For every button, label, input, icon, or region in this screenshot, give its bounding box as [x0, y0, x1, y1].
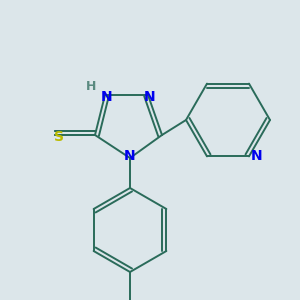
Text: N: N: [124, 149, 136, 163]
Text: H: H: [86, 80, 96, 94]
Text: N: N: [144, 90, 156, 104]
Text: S: S: [54, 130, 64, 144]
Text: N: N: [251, 149, 263, 164]
Text: N: N: [101, 90, 113, 104]
